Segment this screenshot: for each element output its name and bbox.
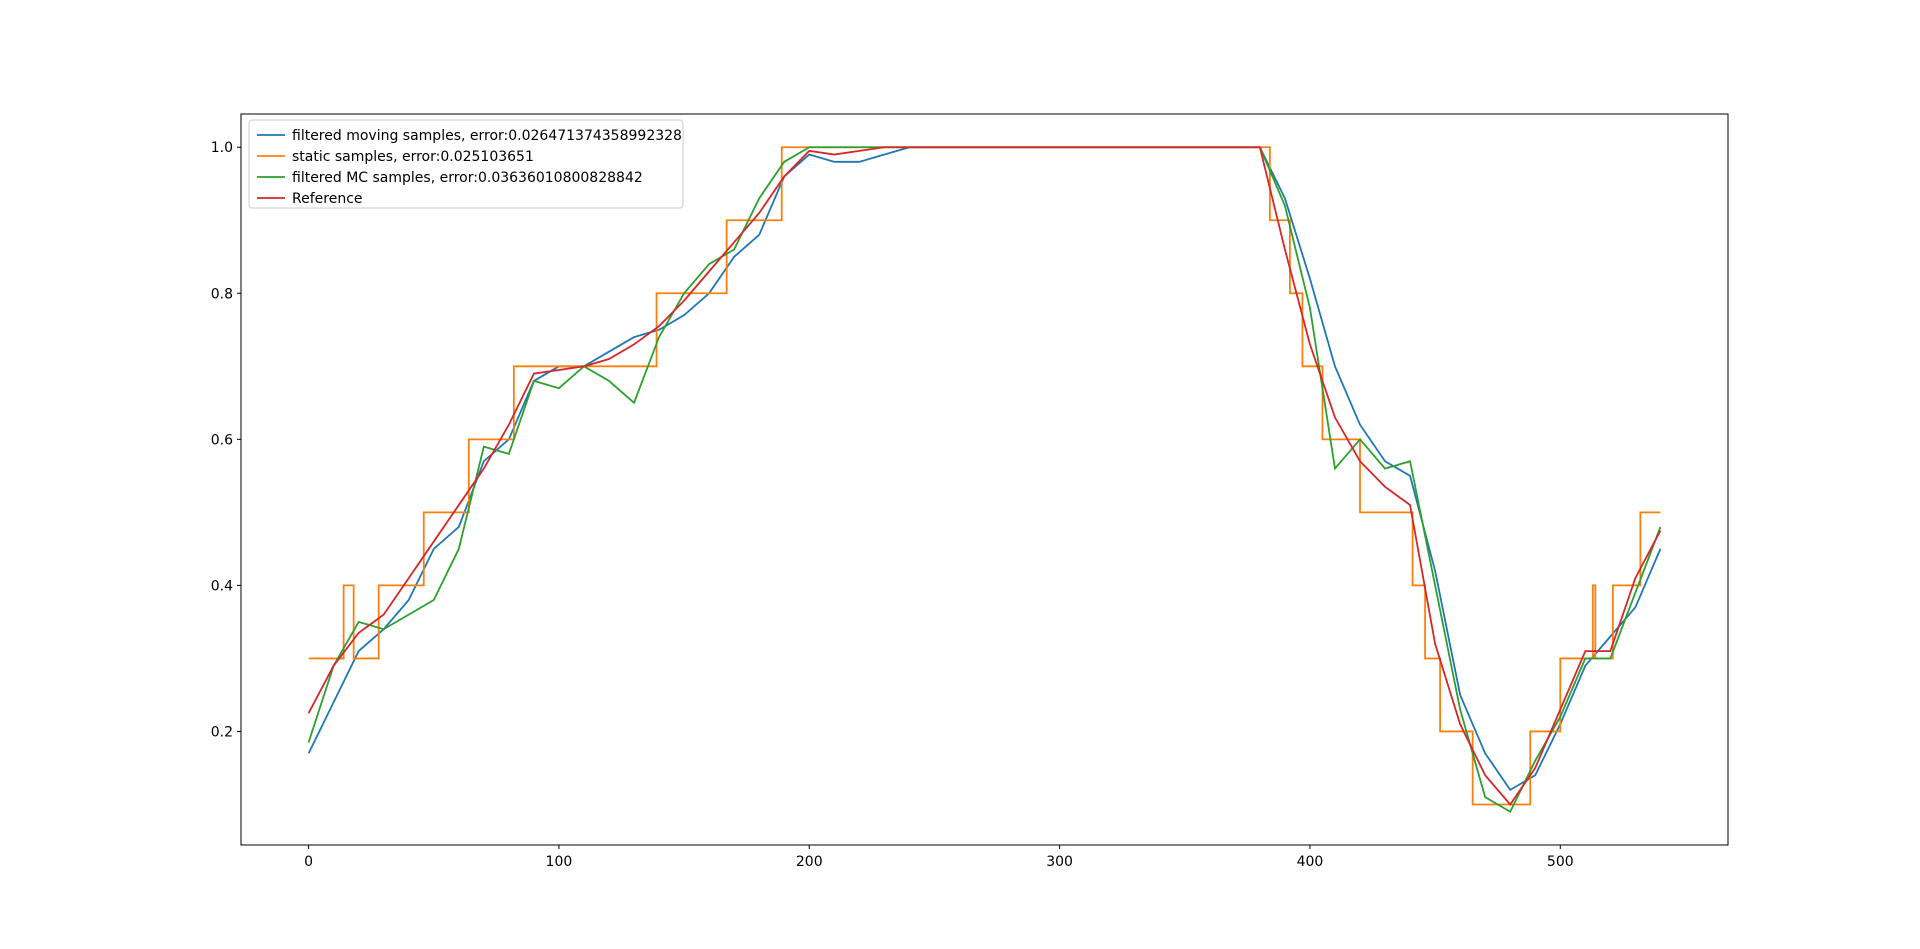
legend-label: static samples, error:0.025103651	[292, 149, 534, 165]
x-tick-label: 400	[1297, 854, 1324, 870]
series-line	[308, 146, 1661, 806]
x-tick-label: 500	[1547, 854, 1574, 870]
legend-label: filtered moving samples, error:0.0264713…	[292, 128, 682, 144]
series-line	[307, 146, 1662, 814]
legend-label: Reference	[292, 191, 363, 207]
x-tick-label: 100	[546, 854, 573, 870]
legend-box	[248, 119, 684, 209]
x-tick-label: 200	[796, 854, 823, 870]
y-tick-label: 0.4	[211, 578, 233, 594]
y-tick-label: 0.8	[211, 286, 233, 302]
x-tick-label: 300	[1046, 854, 1073, 870]
legend-label: filtered MC samples, error:0.03636010800…	[292, 170, 643, 186]
series-line	[307, 146, 1662, 806]
x-tick-label: 0	[304, 854, 313, 870]
y-tick-label: 1.0	[211, 140, 233, 156]
plot-frame	[240, 113, 1729, 846]
y-tick-label: 0.6	[211, 432, 233, 448]
y-tick-label: 0.2	[211, 724, 233, 740]
